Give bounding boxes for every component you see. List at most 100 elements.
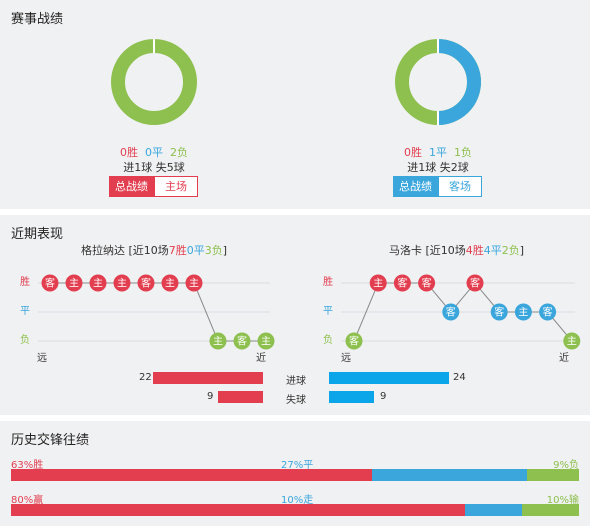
right-record-donut bbox=[395, 39, 481, 125]
right-summary-wins: 4胜 bbox=[465, 244, 484, 257]
right-match-point[interactable] bbox=[514, 303, 532, 321]
right-summary-losses: 2负 bbox=[501, 244, 520, 257]
left-match-venue-label: 客 bbox=[45, 277, 55, 290]
right-conceded-value: 9 bbox=[380, 391, 387, 402]
history-row2-right: 10%输 bbox=[546, 495, 579, 506]
right-team-summary: 马洛卡 [近10场4胜4平2负] bbox=[389, 242, 524, 258]
right-match-point[interactable] bbox=[369, 274, 387, 292]
left-draw-count: 0平 bbox=[145, 146, 163, 159]
left-match-venue-label: 主 bbox=[117, 278, 127, 290]
history-row1-bar bbox=[11, 469, 579, 481]
left-match-point[interactable] bbox=[41, 274, 59, 292]
left-near-label: 近 bbox=[256, 351, 266, 364]
left-match-point[interactable] bbox=[233, 332, 251, 350]
right-match-venue-label: 主 bbox=[518, 307, 528, 319]
right-match-venue-label: 主 bbox=[373, 278, 383, 290]
right-scored-value: 24 bbox=[453, 372, 466, 383]
history-row1-left: 63%胜 bbox=[11, 460, 44, 471]
record-title: 赛事战绩 bbox=[11, 12, 64, 27]
left-match-venue-label: 主 bbox=[261, 336, 271, 348]
right-match-point[interactable] bbox=[539, 303, 557, 321]
left-match-point[interactable] bbox=[113, 274, 131, 292]
left-summary-suffix: ] bbox=[222, 244, 228, 257]
history-row2-left: 80%赢 bbox=[11, 495, 44, 506]
history-row1-right: 9%负 bbox=[553, 460, 579, 471]
right-match-point[interactable] bbox=[466, 274, 484, 292]
scored-label: 进球 bbox=[286, 376, 306, 387]
left-match-venue-label: 客 bbox=[141, 277, 151, 290]
left-match-point[interactable] bbox=[65, 274, 83, 292]
right-match-point[interactable] bbox=[393, 274, 411, 292]
left-match-point[interactable] bbox=[89, 274, 107, 292]
left-match-venue-label: 主 bbox=[165, 278, 175, 290]
right-record-tabs: 总战绩 客场 bbox=[393, 176, 482, 197]
left-row-label-draw: 平 bbox=[20, 306, 30, 317]
h1-segment-draw bbox=[372, 469, 528, 481]
history-row2-bar bbox=[11, 504, 579, 516]
right-match-venue-label: 客 bbox=[422, 277, 432, 290]
right-win-count: 0胜 bbox=[404, 146, 422, 159]
left-match-point[interactable] bbox=[209, 332, 227, 350]
right-match-venue-label: 客 bbox=[349, 335, 359, 348]
left-summary-losses: 3负 bbox=[204, 244, 223, 257]
right-match-venue-label: 客 bbox=[543, 306, 553, 319]
left-conceded-value: 9 bbox=[207, 391, 214, 402]
left-match-venue-label: 主 bbox=[189, 278, 199, 290]
right-far-label: 远 bbox=[341, 352, 351, 364]
left-tab-overall[interactable]: 总战绩 bbox=[109, 176, 154, 197]
right-match-point[interactable] bbox=[563, 332, 581, 350]
left-record-counts: 0胜 0平 2负 bbox=[104, 144, 204, 160]
right-match-venue-label: 客 bbox=[397, 277, 407, 290]
left-scored-value: 22 bbox=[139, 372, 152, 383]
left-match-point[interactable] bbox=[185, 274, 203, 292]
left-team-summary: 格拉纳达 [近10场7胜0平3负] bbox=[81, 242, 227, 258]
right-row-label-win: 胜 bbox=[323, 276, 333, 288]
left-row-label-win: 胜 bbox=[20, 276, 30, 288]
history-panel: 历史交锋往绩 63%胜 27%平 9%负 80%赢 10%走 10%输 bbox=[0, 421, 590, 526]
h2-segment-win bbox=[11, 504, 466, 516]
right-draw-count: 1平 bbox=[429, 146, 447, 159]
history-row2-mid: 10%走 bbox=[281, 495, 314, 506]
left-goals-text: 进1球 失5球 bbox=[123, 161, 185, 174]
right-tab-away[interactable]: 客场 bbox=[438, 176, 482, 197]
left-summary-wins: 7胜 bbox=[168, 244, 187, 257]
recent-title: 近期表现 bbox=[11, 227, 64, 242]
right-match-point[interactable] bbox=[490, 303, 508, 321]
left-form-chart: 胜 平 负 远 近 客主主主客主主主客主 bbox=[20, 274, 275, 364]
left-match-venue-label: 主 bbox=[213, 336, 223, 348]
left-summary-prefix: [近10场 bbox=[125, 244, 169, 257]
right-summary-prefix: [近10场 bbox=[422, 244, 466, 257]
left-match-point[interactable] bbox=[161, 274, 179, 292]
conceded-label: 失球 bbox=[286, 395, 306, 406]
left-match-venue-label: 客 bbox=[237, 335, 247, 348]
right-form-line bbox=[353, 282, 573, 342]
left-match-venue-label: 主 bbox=[69, 278, 79, 290]
left-team-name: 格拉纳达 bbox=[81, 244, 125, 257]
left-loss-count: 2负 bbox=[170, 146, 188, 159]
right-match-venue-label: 客 bbox=[494, 306, 504, 319]
record-panel: 赛事战绩 0胜 0平 2负 进1球 失5球 总战绩 主场 0胜 1平 1负 进1… bbox=[0, 0, 590, 209]
recent-form-panel: 近期表现 格拉纳达 [近10场7胜0平3负] 马洛卡 [近10场4胜4平2负] … bbox=[0, 215, 590, 415]
left-win-count: 0胜 bbox=[120, 146, 138, 159]
h1-segment-win bbox=[11, 469, 373, 481]
right-match-point[interactable] bbox=[418, 274, 436, 292]
left-match-point[interactable] bbox=[137, 274, 155, 292]
right-match-venue-label: 主 bbox=[567, 336, 577, 348]
left-form-line bbox=[50, 282, 266, 342]
right-scored-bar bbox=[329, 372, 449, 384]
history-row1-mid: 27%平 bbox=[281, 460, 314, 471]
left-record-donut bbox=[111, 39, 197, 125]
right-row-label-draw: 平 bbox=[323, 306, 333, 317]
left-donut-loss-ring bbox=[111, 39, 197, 125]
right-summary-draws: 4平 bbox=[483, 244, 502, 257]
right-match-point[interactable] bbox=[442, 303, 460, 321]
right-near-label: 近 bbox=[559, 351, 569, 364]
right-conceded-bar bbox=[329, 391, 374, 403]
left-conceded-bar bbox=[218, 391, 263, 403]
right-tab-overall[interactable]: 总战绩 bbox=[393, 176, 438, 197]
right-team-name: 马洛卡 bbox=[389, 244, 422, 257]
right-match-point[interactable] bbox=[345, 332, 363, 350]
left-match-point[interactable] bbox=[257, 332, 275, 350]
left-tab-home[interactable]: 主场 bbox=[154, 176, 198, 197]
right-goals-text: 进1球 失2球 bbox=[407, 161, 469, 174]
